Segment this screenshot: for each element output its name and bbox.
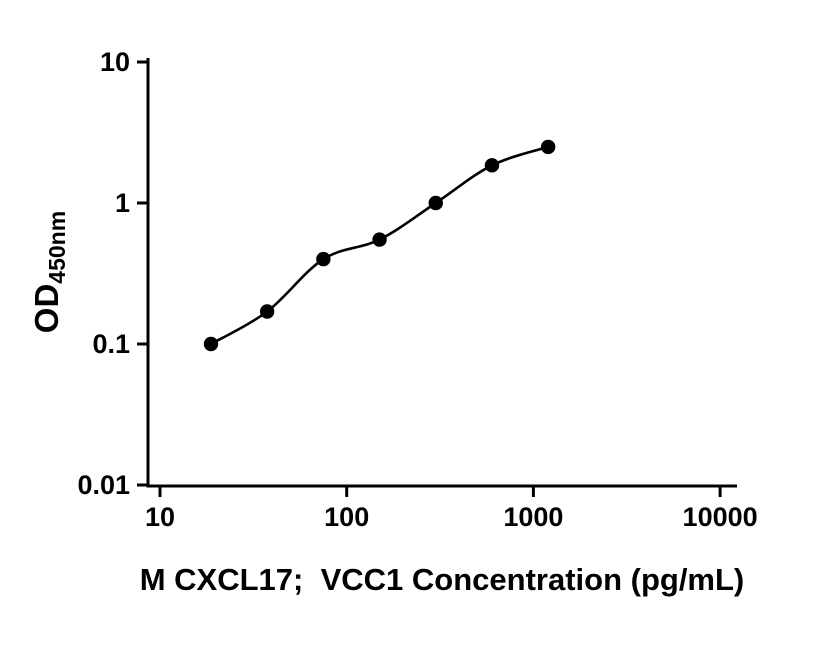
data-point-marker (540, 139, 556, 155)
svg-text:OD450nm: OD450nm (28, 211, 70, 333)
y-axis-title-main: OD (28, 284, 65, 334)
y-axis-title: OD450nm (28, 211, 70, 333)
data-point-marker (203, 336, 219, 352)
data-point-marker (428, 195, 443, 211)
x-tick-label: 10 (145, 502, 175, 532)
y-axis-title-sub: 450nm (44, 211, 70, 284)
data-point-marker (484, 158, 500, 173)
x-tick-label: 1000 (503, 502, 563, 532)
x-tick-label: 10000 (683, 502, 758, 532)
y-tick-label: 0.1 (92, 329, 130, 359)
data-point-marker (316, 251, 331, 267)
data-point-marker (372, 232, 387, 247)
y-tick-label: 1 (115, 188, 130, 218)
x-tick-label: 100 (324, 502, 369, 532)
data-point-marker (259, 304, 275, 319)
x-axis-title: M CXCL17; VCC1 Concentration (pg/mL) (140, 562, 745, 597)
y-tick-label: 0.01 (77, 470, 130, 500)
y-tick-label: 10 (100, 47, 130, 77)
plot-layer: 10 100 1000 10000 0.01 0.1 1 10 (77, 47, 757, 532)
